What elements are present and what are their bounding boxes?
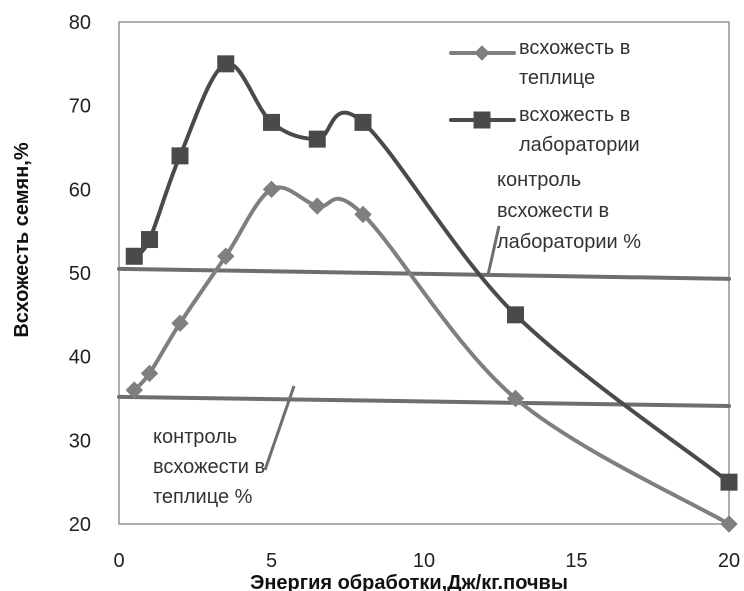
legend-label-1: всхожесть в лаборатории	[519, 104, 640, 156]
legend-label-0: всхожесть в теплице	[519, 37, 630, 89]
series-1-point-4	[263, 113, 280, 131]
plot-border	[118, 21, 730, 525]
series-0-point-6	[354, 205, 372, 224]
y-tick-label-5: 70	[69, 96, 91, 118]
lab-control-annotation-line-2: лаборатории %	[497, 231, 641, 253]
series-0-point-1	[140, 364, 159, 383]
x-axis-title: Энергия обработки,Дж/кг.почвы	[250, 572, 568, 591]
x-tick-label-4: 20	[718, 550, 740, 572]
x-tick-label-3: 15	[565, 550, 587, 572]
greenhouse-control-leader-line	[263, 385, 296, 471]
lab-control-annotation: контроль всхожести в лаборатории %	[497, 169, 641, 253]
tick-layer: 0 5 10 15 20 20 30 40 50 60 70 80	[69, 12, 740, 572]
y-tick-label-3: 50	[69, 263, 91, 285]
legend-layer: всхожесть в теплице всхожесть в лаборатории	[440, 27, 685, 159]
series-1-point-7	[507, 306, 524, 324]
legend-label-0-line-1: теплице	[519, 67, 595, 89]
series-0-point-0	[125, 381, 143, 399]
marker-layer	[125, 55, 738, 533]
lab-control-annotation-line-0: контроль	[497, 169, 581, 191]
legend-label-1-line-1: лаборатории	[519, 134, 640, 156]
series-0-point-4	[262, 180, 281, 199]
legend-label-1-line-0: всхожесть в	[519, 104, 630, 126]
lab-control-leader-line	[486, 225, 501, 276]
series-0-point-2	[171, 314, 189, 332]
legend-marker-0	[474, 45, 490, 61]
series-0-point-5	[308, 197, 326, 215]
lab-control-annotation-line-1: всхожести в	[497, 200, 609, 222]
x-tick-label-1: 5	[266, 550, 277, 572]
legend-label-0-line-0: всхожесть в	[519, 37, 630, 59]
y-tick-label-2: 40	[69, 347, 91, 369]
greenhouse-control-annotation-line-0: контроль	[153, 426, 237, 448]
y-tick-label-1: 30	[69, 430, 91, 452]
reference-layer	[117, 266, 731, 409]
series-1-point-6	[354, 113, 372, 131]
series-1-point-1	[141, 231, 158, 249]
series-1-point-3	[217, 55, 235, 73]
y-tick-label-6: 80	[69, 12, 91, 34]
series-1-point-5	[308, 130, 326, 148]
series-1-point-2	[171, 147, 189, 165]
y-tick-label-4: 60	[69, 179, 91, 201]
x-tick-label-2: 10	[413, 550, 435, 572]
legend-marker-1	[473, 111, 491, 129]
series-0-point-8	[720, 515, 738, 533]
reference-line-0	[117, 266, 731, 281]
series-1-point-0	[125, 247, 143, 265]
x-tick-label-0: 0	[113, 550, 124, 572]
annotation-layer: контроль всхожести в лаборатории %контроль…	[153, 169, 641, 508]
greenhouse-control-annotation: контроль всхожести в теплице %	[153, 426, 265, 508]
y-axis-title: Всхожесть семян,%	[11, 142, 33, 338]
greenhouse-control-annotation-line-1: всхожести в	[153, 456, 265, 478]
reference-line-1	[117, 394, 731, 409]
series-1-point-8	[720, 473, 738, 491]
series-0-point-3	[217, 247, 235, 265]
y-tick-label-0: 20	[69, 514, 91, 536]
greenhouse-control-annotation-line-2: теплице %	[153, 486, 253, 508]
series-0-point-7	[506, 389, 525, 408]
